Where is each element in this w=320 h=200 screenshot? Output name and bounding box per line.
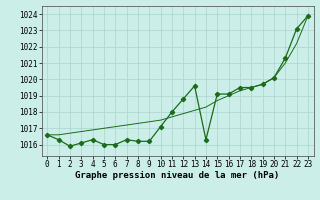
- X-axis label: Graphe pression niveau de la mer (hPa): Graphe pression niveau de la mer (hPa): [76, 171, 280, 180]
